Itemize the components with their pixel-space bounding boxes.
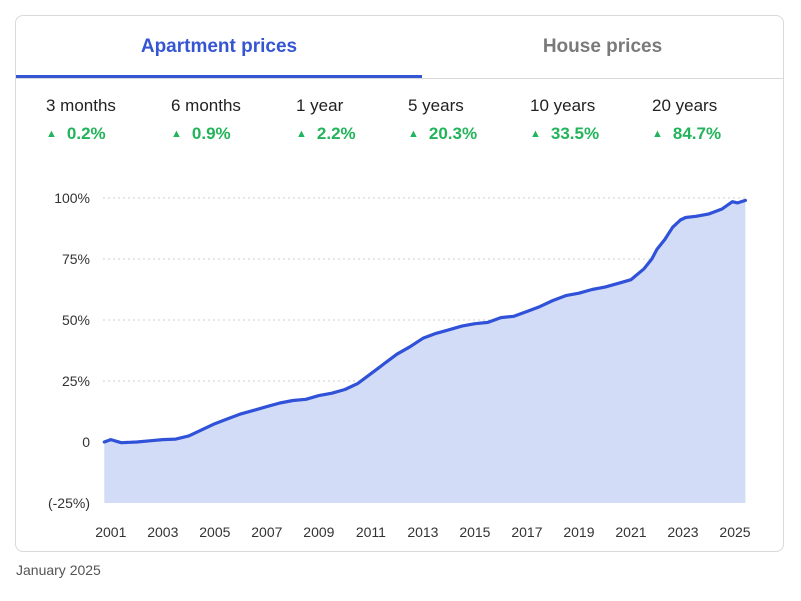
price-change-stats: 3 months ▲ 0.2% 6 months ▲ 0.9% 1 year ▲ 2.… xyxy=(16,96,783,156)
stat-change-value: ▲ 84.7% xyxy=(652,124,721,144)
triangle-up-icon: ▲ xyxy=(46,128,57,140)
stat-change-value: ▲ 0.9% xyxy=(171,124,241,144)
stat-change-value: ▲ 0.2% xyxy=(46,124,116,144)
x-axis-labels: 2001 2003 2005 2007 2009 2011 2013 2015 2017 2019… xyxy=(95,524,751,540)
stat-period-label: 3 months xyxy=(46,96,116,115)
y-axis-labels: 100% 75% 50% 25% 0 (-25%) xyxy=(48,190,90,511)
triangle-up-icon: ▲ xyxy=(296,128,307,140)
price-line xyxy=(102,198,747,445)
tab-bar: Apartment prices House prices xyxy=(16,16,783,79)
stat-change-text: 20.3% xyxy=(428,124,478,143)
stat-change-text: 84.7% xyxy=(672,124,722,143)
stat-change-text: 2.2% xyxy=(316,124,356,143)
stat-period-label: 1 year xyxy=(296,96,344,115)
triangle-up-icon: ▲ xyxy=(652,128,663,140)
data-date-note: January 2025 xyxy=(16,562,101,578)
stat-change-value: ▲ 20.3% xyxy=(408,124,477,144)
stat-period-label: 10 years xyxy=(530,96,596,115)
x-tick-label: 2013 xyxy=(407,524,438,540)
x-tick-label: 2009 xyxy=(303,524,334,540)
tab-apartment-prices[interactable]: Apartment prices xyxy=(140,36,298,57)
y-tick-label: 75% xyxy=(62,251,90,267)
stat-20-years: 20 years ▲ 84.7% xyxy=(652,96,721,144)
stat-5-years: 5 years ▲ 20.3% xyxy=(408,96,477,144)
y-tick-label: 100% xyxy=(54,190,90,206)
triangle-up-icon: ▲ xyxy=(171,128,182,140)
x-tick-label: 2025 xyxy=(719,524,750,540)
active-tab-indicator xyxy=(16,75,422,78)
stat-3-months: 3 months ▲ 0.2% xyxy=(46,96,116,144)
stat-change-value: ▲ 33.5% xyxy=(530,124,599,144)
y-tick-label: 50% xyxy=(62,312,90,328)
x-tick-label: 2019 xyxy=(563,524,594,540)
stat-6-months: 6 months ▲ 0.9% xyxy=(171,96,241,144)
y-tick-label: 25% xyxy=(62,373,90,389)
x-tick-label: 2015 xyxy=(459,524,490,540)
stat-1-year: 1 year ▲ 2.2% xyxy=(296,96,356,144)
x-tick-label: 2001 xyxy=(95,524,126,540)
x-tick-label: 2023 xyxy=(667,524,698,540)
stat-period-label: 6 months xyxy=(171,96,241,115)
stat-10-years: 10 years ▲ 33.5% xyxy=(530,96,599,144)
stat-period-label: 20 years xyxy=(652,96,718,115)
stat-change-text: 33.5% xyxy=(550,124,600,143)
x-tick-label: 2017 xyxy=(511,524,542,540)
x-tick-label: 2011 xyxy=(356,524,386,540)
chart-area-layer xyxy=(102,198,747,503)
stat-change-value: ▲ 2.2% xyxy=(296,124,356,144)
y-tick-label: (-25%) xyxy=(48,495,90,511)
x-tick-label: 2021 xyxy=(615,524,646,540)
triangle-up-icon: ▲ xyxy=(408,128,419,140)
x-tick-label: 2005 xyxy=(199,524,230,540)
x-tick-label: 2003 xyxy=(147,524,178,540)
y-tick-label: 0 xyxy=(82,434,90,450)
area-fill xyxy=(104,200,746,503)
tab-house-prices[interactable]: House prices xyxy=(542,36,663,57)
x-tick-label: 2007 xyxy=(251,524,282,540)
stat-change-text: 0.2% xyxy=(66,124,106,143)
triangle-up-icon: ▲ xyxy=(530,128,541,140)
stat-period-label: 5 years xyxy=(408,96,464,115)
stat-change-text: 0.9% xyxy=(191,124,231,143)
